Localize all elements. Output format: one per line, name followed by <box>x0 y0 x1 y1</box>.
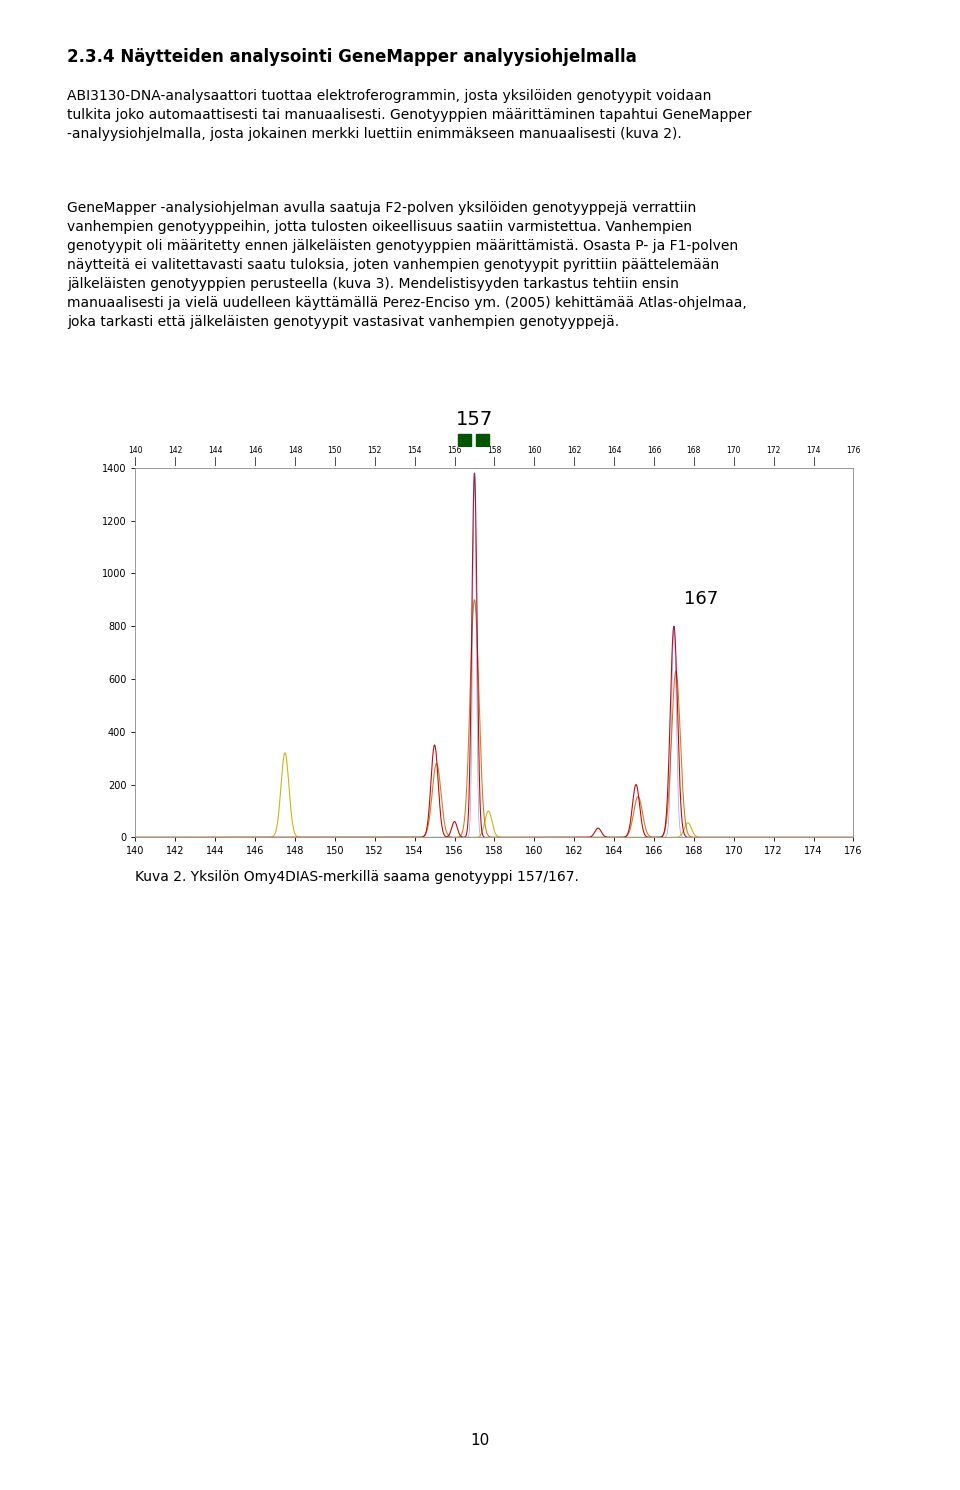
Text: 174: 174 <box>806 446 821 454</box>
Text: ABI3130-DNA-analysaattori tuottaa elektroferogrammin, josta yksilöiden genotyypi: ABI3130-DNA-analysaattori tuottaa elektr… <box>67 89 752 142</box>
Text: 172: 172 <box>766 446 780 454</box>
Text: 176: 176 <box>846 446 861 454</box>
Text: 157: 157 <box>456 410 493 429</box>
Text: 166: 166 <box>647 446 661 454</box>
Text: 160: 160 <box>527 446 541 454</box>
Text: 144: 144 <box>208 446 223 454</box>
Text: 142: 142 <box>168 446 182 454</box>
Text: 164: 164 <box>607 446 621 454</box>
Text: 156: 156 <box>447 446 462 454</box>
Text: 158: 158 <box>488 446 501 454</box>
Text: 2.3.4 Näytteiden analysointi GeneMapper analyysiohjelmalla: 2.3.4 Näytteiden analysointi GeneMapper … <box>67 48 636 66</box>
Text: 170: 170 <box>727 446 741 454</box>
Text: 152: 152 <box>368 446 382 454</box>
Text: Kuva 2. Yksilön Omy4DIAS-merkillä saama genotyyppi 157/167.: Kuva 2. Yksilön Omy4DIAS-merkillä saama … <box>135 870 579 884</box>
Text: 154: 154 <box>407 446 421 454</box>
Text: 168: 168 <box>686 446 701 454</box>
Text: 146: 146 <box>248 446 262 454</box>
Text: 148: 148 <box>288 446 302 454</box>
Text: 150: 150 <box>327 446 342 454</box>
Bar <box>459 434 471 446</box>
Bar <box>476 434 490 446</box>
Text: 10: 10 <box>470 1433 490 1448</box>
Text: GeneMapper -analysiohjelman avulla saatuja F2-polven yksilöiden genotyyppejä ver: GeneMapper -analysiohjelman avulla saatu… <box>67 201 747 329</box>
Text: 167: 167 <box>684 590 718 608</box>
Text: 162: 162 <box>567 446 582 454</box>
Text: 140: 140 <box>128 446 143 454</box>
